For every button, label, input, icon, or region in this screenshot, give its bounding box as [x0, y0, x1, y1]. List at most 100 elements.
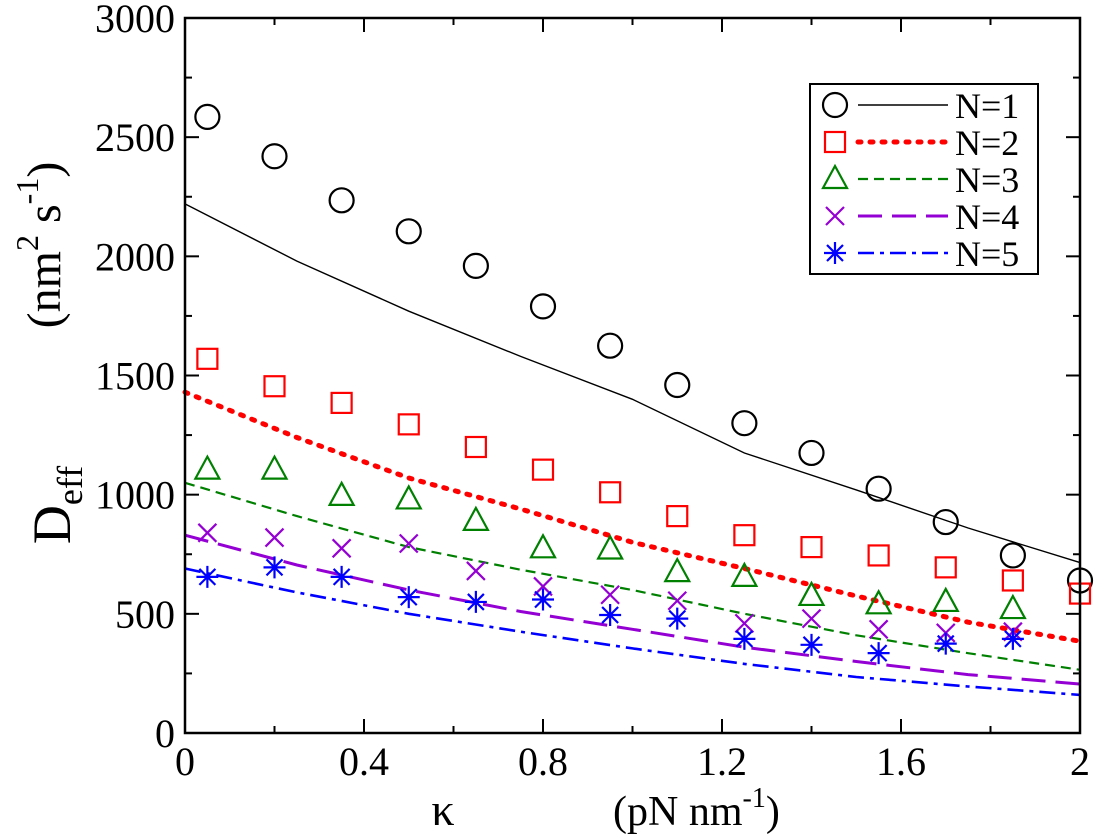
data-point-3-2	[260, 454, 289, 480]
x-tick-label-4: 1.6	[876, 739, 926, 784]
x-tick-label-0: 0	[175, 739, 195, 784]
data-point-2-12	[934, 556, 957, 579]
data-point-2-11	[867, 544, 890, 567]
y-tick-label-3: 1500	[95, 354, 175, 399]
series-3	[184, 454, 1081, 671]
data-point-5-13	[1001, 627, 1024, 650]
data-point-4-5	[466, 561, 486, 581]
data-point-4-3	[331, 538, 352, 559]
data-point-2-5	[464, 435, 487, 459]
y-tick-label-4: 2000	[95, 234, 175, 279]
data-point-1-10	[798, 439, 825, 467]
data-point-4-11	[868, 619, 889, 640]
x-unit-sup: -1	[743, 783, 766, 814]
data-point-1-7	[597, 332, 624, 359]
data-point-2-4	[397, 413, 420, 436]
legend: N=1N=2N=3N=4N=5	[809, 83, 1039, 275]
data-point-5-9	[733, 627, 756, 650]
data-point-4-7	[600, 584, 620, 605]
y-label-sub: eff	[50, 466, 90, 505]
legend-marker-5	[824, 242, 846, 264]
data-point-2-3	[330, 391, 353, 415]
data-point-5-1	[196, 565, 219, 588]
y-unit-close: )	[18, 162, 71, 178]
y-label-main: D	[22, 505, 82, 544]
y-tick-label-0: 0	[155, 711, 175, 756]
data-point-4-9	[734, 613, 755, 634]
y-axis-label: Deff	[22, 466, 90, 544]
legend-label-4: N=4	[955, 197, 1019, 237]
data-point-1-6	[529, 293, 557, 320]
data-point-3-11	[864, 589, 893, 615]
y-unit-open: (nm	[18, 251, 71, 328]
data-point-5-3	[330, 565, 353, 588]
data-point-3-9	[730, 561, 759, 587]
series-curve-1	[184, 203, 1081, 564]
data-point-3-4	[394, 484, 423, 510]
data-point-3-8	[663, 556, 692, 583]
legend-label-3: N=3	[955, 160, 1019, 200]
data-point-2-9	[733, 524, 756, 547]
legend-item-5: N=5	[824, 234, 1019, 274]
data-point-5-2	[263, 556, 286, 579]
data-point-5-7	[599, 604, 622, 627]
data-point-1-5	[462, 252, 489, 279]
series-curve-4	[184, 533, 1081, 686]
x-tick-label-3: 1.2	[697, 739, 747, 784]
data-point-1-2	[261, 143, 288, 170]
data-point-1-8	[664, 371, 691, 399]
data-point-2-2	[263, 375, 286, 398]
data-point-5-11	[867, 642, 890, 665]
x-axis-unit: (pN nm-1)	[613, 783, 780, 835]
y-axis-unit: (nm2 s-1)	[9, 162, 71, 329]
data-point-1-3	[328, 187, 355, 214]
y-tick-label-2: 1000	[95, 473, 175, 518]
y-tick-label-6: 3000	[95, 0, 175, 41]
data-point-2-8	[666, 505, 689, 528]
data-point-3-10	[797, 580, 826, 607]
axis-ticks: 0 0.4 0.8 1.2 1.6 2 0 500 1000 1500 2000 2500 3000	[95, 0, 1090, 784]
x-tick-label-1: 0.4	[339, 739, 389, 784]
x-unit-main: (pN nm	[613, 789, 743, 835]
data-point-1-11	[865, 475, 892, 502]
data-point-3-13	[999, 593, 1027, 620]
data-point-4-4	[398, 533, 419, 554]
series-curve-5	[184, 567, 1081, 697]
legend-item-3: N=3	[821, 160, 1019, 200]
legend-item-2: N=2	[823, 123, 1019, 163]
x-tick-label-5: 2	[1070, 739, 1090, 784]
data-point-4-10	[801, 608, 822, 629]
x-tick-label-2: 0.8	[518, 739, 568, 784]
data-point-3-3	[327, 480, 356, 506]
series-1	[184, 103, 1094, 594]
data-point-2-1	[196, 347, 219, 370]
data-point-1-1	[194, 103, 221, 131]
y-unit-sup1: 2	[9, 235, 45, 251]
y-unit-mid: s	[18, 204, 71, 235]
data-point-1-9	[731, 410, 758, 437]
x-axis-label: κ	[431, 784, 454, 835]
data-point-4-2	[264, 527, 285, 548]
x-label-symbol: κ	[431, 784, 454, 835]
data-point-5-5	[464, 590, 487, 613]
data-point-5-10	[800, 633, 823, 656]
data-point-1-13	[999, 542, 1026, 569]
data-point-3-12	[931, 586, 960, 613]
legend-item-1: N=1	[821, 86, 1019, 126]
legend-marker-3	[821, 163, 849, 190]
series-5	[184, 556, 1081, 697]
legend-item-4: N=4	[825, 197, 1019, 237]
x-unit-close: )	[766, 789, 780, 835]
data-point-1-12	[932, 508, 959, 536]
data-point-4-1	[197, 523, 218, 543]
data-point-3-7	[596, 534, 624, 560]
series-curve-2	[182, 389, 1083, 644]
data-point-5-6	[532, 588, 554, 611]
data-point-3-1	[193, 454, 222, 480]
y-tick-label-1: 500	[115, 592, 175, 637]
data-point-2-10	[800, 535, 823, 559]
y-tick-label-5: 2500	[95, 115, 175, 160]
legend-marker-1	[821, 91, 849, 119]
legend-label-1: N=1	[955, 86, 1019, 126]
